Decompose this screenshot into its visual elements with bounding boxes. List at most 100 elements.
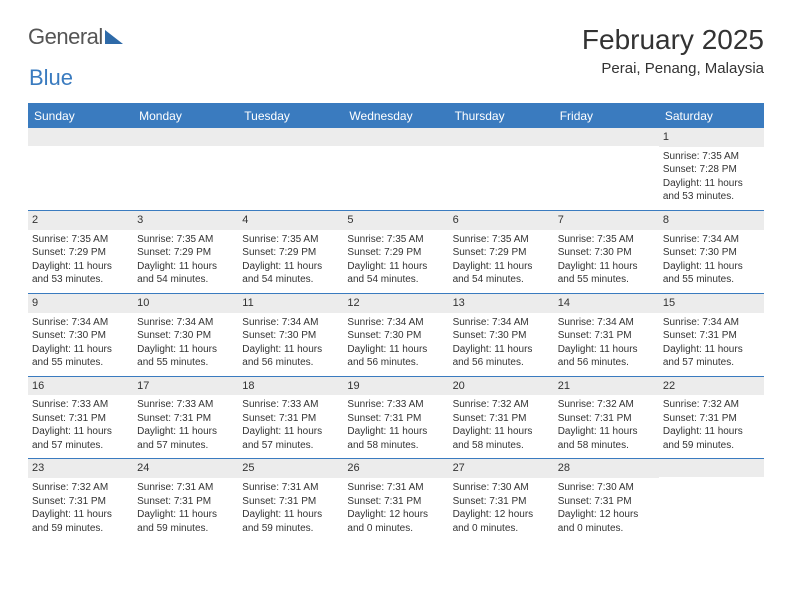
calendar-day-cell: 19 Sunrise: 7:33 AMSunset: 7:31 PMDayligh…	[343, 376, 448, 459]
calendar-day-cell: 27 Sunrise: 7:30 AMSunset: 7:31 PMDayligh…	[449, 459, 554, 541]
calendar-day-cell: 1 Sunrise: 7:35 AMSunset: 7:28 PMDaylight…	[659, 128, 764, 210]
calendar-day-cell: 22 Sunrise: 7:32 AMSunset: 7:31 PMDayligh…	[659, 376, 764, 459]
day-details: Sunrise: 7:33 AMSunset: 7:31 PMDaylight:…	[347, 398, 444, 452]
day-details: Sunrise: 7:34 AMSunset: 7:30 PMDaylight:…	[32, 316, 129, 370]
day-number: 2	[28, 211, 133, 230]
day-details: Sunrise: 7:35 AMSunset: 7:28 PMDaylight:…	[663, 150, 760, 204]
empty-day-bar	[238, 128, 343, 146]
weekday-header: Wednesday	[343, 104, 448, 128]
calendar-day-cell: 12 Sunrise: 7:34 AMSunset: 7:30 PMDayligh…	[343, 293, 448, 376]
day-number: 25	[238, 459, 343, 478]
day-details: Sunrise: 7:34 AMSunset: 7:30 PMDaylight:…	[453, 316, 550, 370]
day-number: 12	[343, 294, 448, 313]
calendar-day-cell	[238, 128, 343, 210]
day-number: 22	[659, 377, 764, 396]
calendar-day-cell: 24Sunrise: 7:31 AMSunset: 7:31 PMDayligh…	[133, 459, 238, 541]
calendar-thead: SundayMondayTuesdayWednesdayThursdayFrid…	[28, 104, 764, 128]
day-number: 10	[133, 294, 238, 313]
calendar-day-cell	[133, 128, 238, 210]
weekday-header: Friday	[554, 104, 659, 128]
day-number: 26	[343, 459, 448, 478]
day-number: 9	[28, 294, 133, 313]
calendar-day-cell: 21 Sunrise: 7:32 AMSunset: 7:31 PMDayligh…	[554, 376, 659, 459]
weekday-header: Saturday	[659, 104, 764, 128]
weekday-header: Monday	[133, 104, 238, 128]
calendar-week-row: 9 Sunrise: 7:34 AMSunset: 7:30 PMDaylight…	[28, 293, 764, 376]
day-details: Sunrise: 7:35 AMSunset: 7:29 PMDaylight:…	[453, 233, 550, 287]
location: Perai, Penang, Malaysia	[582, 60, 764, 77]
month-title: February 2025	[582, 24, 764, 56]
day-details: Sunrise: 7:32 AMSunset: 7:31 PMDaylight:…	[558, 398, 655, 452]
day-number: 16	[28, 377, 133, 396]
day-number: 20	[449, 377, 554, 396]
calendar-day-cell: 20 Sunrise: 7:32 AMSunset: 7:31 PMDayligh…	[449, 376, 554, 459]
day-details: Sunrise: 7:33 AMSunset: 7:31 PMDaylight:…	[137, 398, 234, 452]
empty-day-bar	[554, 128, 659, 146]
day-details: Sunrise: 7:30 AMSunset: 7:31 PMDaylight:…	[453, 481, 550, 535]
day-details: Sunrise: 7:33 AMSunset: 7:31 PMDaylight:…	[32, 398, 129, 452]
logo-word-1: General	[28, 24, 103, 50]
day-details: Sunrise: 7:35 AMSunset: 7:29 PMDaylight:…	[242, 233, 339, 287]
day-number: 3	[133, 211, 238, 230]
day-number: 8	[659, 211, 764, 230]
calendar-week-row: 23 Sunrise: 7:32 AMSunset: 7:31 PMDayligh…	[28, 459, 764, 541]
calendar-day-cell: 26 Sunrise: 7:31 AMSunset: 7:31 PMDayligh…	[343, 459, 448, 541]
calendar-day-cell	[449, 128, 554, 210]
calendar-day-cell	[554, 128, 659, 210]
calendar-day-cell: 16 Sunrise: 7:33 AMSunset: 7:31 PMDayligh…	[28, 376, 133, 459]
day-details: Sunrise: 7:31 AMSunset: 7:31 PMDaylight:…	[347, 481, 444, 535]
calendar-day-cell	[343, 128, 448, 210]
weekday-row: SundayMondayTuesdayWednesdayThursdayFrid…	[28, 104, 764, 128]
day-details: Sunrise: 7:32 AMSunset: 7:31 PMDaylight:…	[453, 398, 550, 452]
day-number: 7	[554, 211, 659, 230]
calendar-day-cell: 6 Sunrise: 7:35 AMSunset: 7:29 PMDaylight…	[449, 210, 554, 293]
day-details: Sunrise: 7:33 AMSunset: 7:31 PMDaylight:…	[242, 398, 339, 452]
calendar-week-row: 2 Sunrise: 7:35 AMSunset: 7:29 PMDaylight…	[28, 210, 764, 293]
logo-triangle-icon	[105, 30, 123, 44]
day-number: 1	[659, 128, 764, 147]
day-number: 4	[238, 211, 343, 230]
calendar-day-cell: 2 Sunrise: 7:35 AMSunset: 7:29 PMDaylight…	[28, 210, 133, 293]
empty-day-bar	[343, 128, 448, 146]
empty-day-bar	[449, 128, 554, 146]
day-number: 24	[133, 459, 238, 478]
day-details: Sunrise: 7:34 AMSunset: 7:30 PMDaylight:…	[347, 316, 444, 370]
calendar-day-cell: 25 Sunrise: 7:31 AMSunset: 7:31 PMDayligh…	[238, 459, 343, 541]
logo: General	[28, 24, 123, 50]
calendar-week-row: 1 Sunrise: 7:35 AMSunset: 7:28 PMDaylight…	[28, 128, 764, 210]
weekday-header: Tuesday	[238, 104, 343, 128]
empty-day-bar	[659, 459, 764, 477]
empty-day-bar	[133, 128, 238, 146]
day-details: Sunrise: 7:35 AMSunset: 7:29 PMDaylight:…	[32, 233, 129, 287]
day-details: Sunrise: 7:35 AMSunset: 7:30 PMDaylight:…	[558, 233, 655, 287]
weekday-header: Thursday	[449, 104, 554, 128]
day-number: 6	[449, 211, 554, 230]
calendar-day-cell: 15Sunrise: 7:34 AMSunset: 7:31 PMDayligh…	[659, 293, 764, 376]
calendar-day-cell: 18 Sunrise: 7:33 AMSunset: 7:31 PMDayligh…	[238, 376, 343, 459]
day-details: Sunrise: 7:30 AMSunset: 7:31 PMDaylight:…	[558, 481, 655, 535]
calendar-day-cell: 11Sunrise: 7:34 AMSunset: 7:30 PMDayligh…	[238, 293, 343, 376]
calendar-day-cell: 7 Sunrise: 7:35 AMSunset: 7:30 PMDaylight…	[554, 210, 659, 293]
day-number: 17	[133, 377, 238, 396]
day-details: Sunrise: 7:32 AMSunset: 7:31 PMDaylight:…	[32, 481, 129, 535]
calendar-day-cell: 17 Sunrise: 7:33 AMSunset: 7:31 PMDayligh…	[133, 376, 238, 459]
day-details: Sunrise: 7:35 AMSunset: 7:29 PMDaylight:…	[347, 233, 444, 287]
calendar-day-cell: 5Sunrise: 7:35 AMSunset: 7:29 PMDaylight…	[343, 210, 448, 293]
calendar-day-cell: 8Sunrise: 7:34 AMSunset: 7:30 PMDaylight…	[659, 210, 764, 293]
logo-word-2: Blue	[29, 65, 73, 90]
calendar-day-cell: 14Sunrise: 7:34 AMSunset: 7:31 PMDayligh…	[554, 293, 659, 376]
day-details: Sunrise: 7:34 AMSunset: 7:31 PMDaylight:…	[663, 316, 760, 370]
day-number: 18	[238, 377, 343, 396]
day-number: 21	[554, 377, 659, 396]
calendar-body: 1 Sunrise: 7:35 AMSunset: 7:28 PMDaylight…	[28, 128, 764, 541]
day-number: 27	[449, 459, 554, 478]
day-number: 23	[28, 459, 133, 478]
day-details: Sunrise: 7:32 AMSunset: 7:31 PMDaylight:…	[663, 398, 760, 452]
calendar-table: SundayMondayTuesdayWednesdayThursdayFrid…	[28, 104, 764, 541]
day-details: Sunrise: 7:31 AMSunset: 7:31 PMDaylight:…	[242, 481, 339, 535]
calendar-day-cell	[28, 128, 133, 210]
calendar-day-cell: 10Sunrise: 7:34 AMSunset: 7:30 PMDayligh…	[133, 293, 238, 376]
day-number: 19	[343, 377, 448, 396]
empty-day-bar	[28, 128, 133, 146]
day-number: 14	[554, 294, 659, 313]
